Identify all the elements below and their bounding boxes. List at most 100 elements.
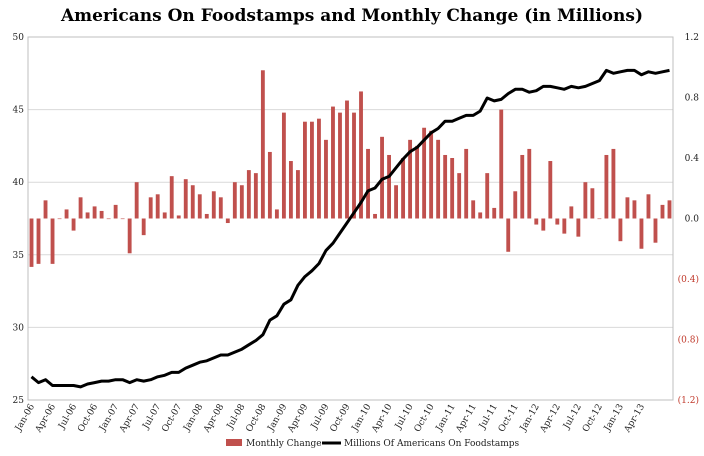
left-tick-label: 30 [13,323,25,333]
bar-monthly-change [141,218,146,236]
bar-monthly-change [436,139,441,219]
x-tick-label: Oct-06 [76,402,100,434]
bar-monthly-change [492,207,497,219]
bar-monthly-change [352,112,356,219]
x-tick-label: Oct-10 [413,402,437,434]
bar-monthly-change [204,213,209,219]
bar-monthly-change [317,118,321,219]
bar-monthly-change [534,218,539,225]
bar-monthly-change [450,158,455,219]
bar-monthly-change [36,218,41,264]
legend: Monthly Change Millions Of Americans On F… [226,439,519,449]
bar-monthly-change [267,151,272,219]
bar-monthly-change [99,210,104,219]
bar-monthly-change [148,197,153,219]
line-foodstamps [30,68,670,389]
bar-monthly-change [625,197,630,219]
bar-monthly-change [443,154,448,219]
bar-monthly-change [134,182,139,219]
bar-monthly-change [246,170,251,219]
bar-monthly-change [64,209,69,219]
bar-monthly-change [583,182,588,219]
right-tick-label: (0.8) [678,335,699,346]
x-tick-label: Oct-09 [329,402,353,434]
x-tick-label: Oct-07 [160,402,184,434]
bar-monthly-change [43,200,48,219]
left-tick-label: 50 [13,33,25,43]
bar-monthly-change [78,197,83,219]
bar-monthly-change [260,70,265,219]
right-axis: 1.2 0.8 0.4 0.0 (0.4) (0.8) (1.2) [678,33,700,406]
x-tick-label: Apr-11 [454,403,479,436]
gridlines [27,36,674,401]
bar-monthly-change [338,112,342,219]
bar-monthly-change [660,204,665,219]
bar-monthly-change [499,109,504,219]
left-tick-label: 25 [13,396,25,406]
right-tick-label: (0.4) [678,274,699,285]
bar-monthly-change [29,218,34,267]
bar-monthly-change [373,213,377,219]
bar-monthly-change [471,200,476,219]
bar-monthly-change [218,197,223,219]
bar-monthly-change [429,130,434,219]
bar-monthly-change [120,218,125,220]
left-tick-label: 35 [13,251,25,261]
bar-monthly-change [562,218,567,234]
bar-monthly-change [183,179,188,219]
bar-monthly-change [422,127,427,219]
legend-label-foodstamps: Millions Of Americans On Foodstamps [344,439,519,449]
bar-monthly-change [197,194,202,219]
left-tick-label: 40 [13,178,25,188]
x-tick-label: Oct-11 [497,403,521,434]
bar-monthly-change [618,218,623,242]
bar-monthly-change [50,218,55,264]
bar-monthly-change [527,148,532,219]
bar-monthly-change [155,194,160,219]
bar-monthly-change [211,191,216,219]
x-tick-label: Jul-07 [141,402,164,431]
bar-monthly-change [162,212,167,219]
plot-frame [27,36,674,401]
bar-monthly-change [506,218,511,252]
x-tick-label: Jul-08 [225,402,248,431]
bar-monthly-change [569,206,574,219]
x-tick-label: Jul-06 [57,402,80,431]
bar-monthly-change [359,91,363,219]
bar-monthly-change [639,218,644,249]
bar-monthly-change [611,148,616,219]
x-tick-label: Apr-10 [370,402,395,435]
bar-series-monthly-change [29,70,672,267]
bar-monthly-change [366,148,370,219]
bar-monthly-change [478,212,483,219]
chart-title: Americans On Foodstamps and Monthly Chan… [60,6,643,26]
bar-monthly-change [485,173,490,219]
x-axis: Jan-06Apr-06Jul-06Oct-06Jan-07Apr-07Jul-… [13,402,647,435]
bar-monthly-change [464,148,469,219]
x-tick-label: Oct-12 [581,403,605,434]
bar-monthly-change [415,145,420,219]
bar-monthly-change [85,212,90,219]
bar-monthly-change [288,161,293,219]
bar-monthly-change [604,154,609,219]
bar-monthly-change [590,188,595,219]
x-tick-label: Jul-11 [477,403,500,432]
bar-monthly-change [127,218,132,254]
bar-monthly-change [408,139,413,219]
left-axis: 50 45 40 35 30 25 [13,33,25,406]
bar-monthly-change [576,218,581,237]
bar-monthly-change [387,154,391,219]
bar-monthly-change [106,218,111,220]
legend-swatch-monthly-change [226,439,242,446]
bar-monthly-change [548,161,553,219]
line-series-foodstamps [30,68,670,389]
right-tick-label: 0.0 [685,215,700,225]
x-tick-label: Jul-09 [309,402,332,431]
bar-monthly-change [667,200,672,219]
bar-monthly-change [253,173,258,219]
x-tick-label: Oct-08 [245,402,269,434]
bar-monthly-change [520,154,525,219]
left-tick-label: 45 [13,106,25,116]
bar-monthly-change [239,185,244,219]
